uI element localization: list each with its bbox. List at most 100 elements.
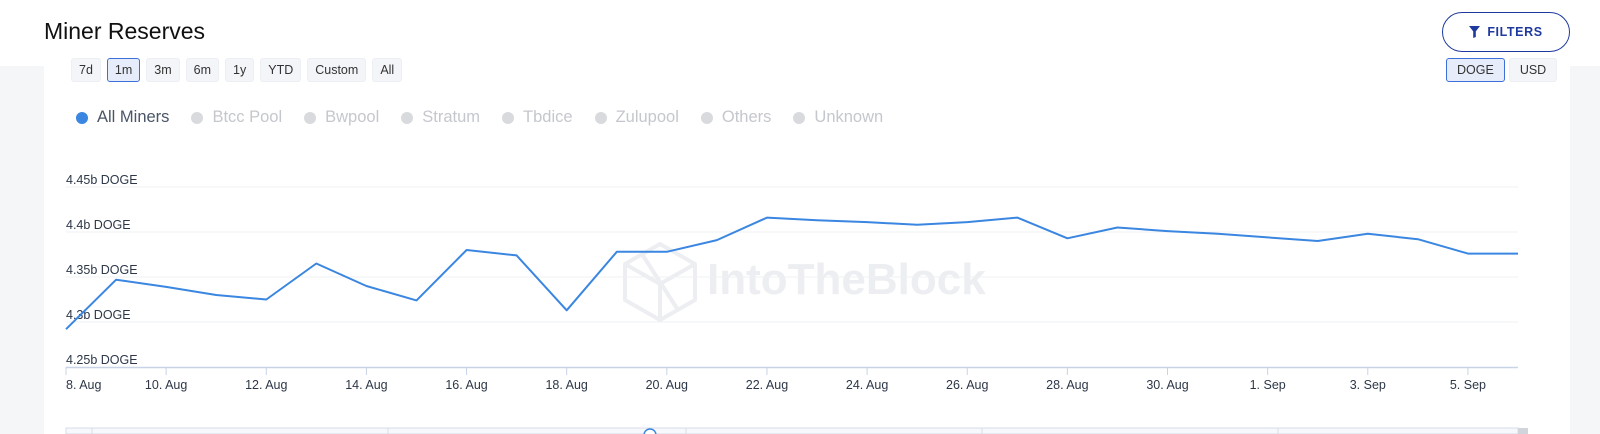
unit-selector: DOGE USD <box>1446 58 1558 82</box>
legend-dot-icon <box>793 111 806 124</box>
data-point[interactable] <box>564 308 569 313</box>
data-point[interactable] <box>1315 239 1320 244</box>
data-point[interactable] <box>314 261 319 266</box>
data-point[interactable] <box>965 220 970 225</box>
data-point[interactable] <box>464 248 469 253</box>
x-axis: 8. Aug 10. Aug 12. Aug 14. Aug 16. Aug 18. Au… <box>65 366 1518 392</box>
data-point[interactable] <box>1265 235 1270 240</box>
range-button-6m[interactable]: 6m <box>185 58 220 82</box>
time-range-selector: 7d 1m 3m 6m 1y YTD Custom All <box>71 58 403 82</box>
data-point[interactable] <box>514 253 519 258</box>
legend-item-others[interactable]: Others <box>700 108 772 127</box>
data-point[interactable] <box>1215 231 1220 236</box>
unit-button-usd[interactable]: USD <box>1508 58 1558 82</box>
chart-card <box>44 66 1570 434</box>
data-point[interactable] <box>1165 229 1170 234</box>
legend-item-bwpool[interactable]: Bwpool <box>304 108 379 127</box>
range-navigator[interactable] <box>65 427 1528 434</box>
range-button-7d[interactable]: 7d <box>71 58 101 82</box>
data-point[interactable] <box>915 222 920 227</box>
data-point[interactable] <box>1516 251 1521 256</box>
legend-label: Stratum <box>422 108 481 126</box>
page-header: Miner Reserves FILTERS <box>0 0 1600 66</box>
data-point[interactable] <box>114 277 119 282</box>
x-tick-label: 10. Aug <box>145 378 187 392</box>
x-tick-label: 5. Sep <box>1450 378 1486 392</box>
data-point[interactable] <box>865 220 870 225</box>
data-point[interactable] <box>1365 231 1370 236</box>
watermark-logo-icon <box>623 242 697 322</box>
chart-grid <box>66 186 1518 323</box>
data-point[interactable] <box>414 298 419 303</box>
range-button-custom[interactable]: Custom <box>307 58 367 82</box>
x-tick-label: 8. Aug <box>66 378 101 392</box>
navigator-handle[interactable] <box>643 428 657 434</box>
legend-dot-icon <box>304 111 317 124</box>
range-button-1y[interactable]: 1y <box>225 58 255 82</box>
legend-label: Unknown <box>814 108 884 126</box>
x-tick-label: 12. Aug <box>245 378 287 392</box>
data-point[interactable] <box>1415 237 1420 242</box>
x-tick-label: 16. Aug <box>445 378 487 392</box>
data-point[interactable] <box>714 238 719 243</box>
y-tick-label: 4.3b DOGE <box>66 308 131 322</box>
legend-item-zulupool[interactable]: Zulupool <box>594 108 679 127</box>
legend-dot-icon <box>76 111 88 124</box>
watermark-text: IntoTheBlock <box>707 255 986 304</box>
data-point[interactable] <box>1115 225 1120 230</box>
unit-button-doge[interactable]: DOGE <box>1446 58 1505 82</box>
data-point[interactable] <box>614 249 619 254</box>
x-tick-label: 18. Aug <box>545 378 587 392</box>
y-tick-label: 4.4b DOGE <box>66 218 131 232</box>
legend-item-tbdice[interactable]: Tbdice <box>502 108 573 127</box>
filters-button[interactable]: FILTERS <box>1442 12 1570 52</box>
legend-dot-icon <box>401 111 414 124</box>
x-tick-label: 14. Aug <box>345 378 387 392</box>
navigator-track[interactable] <box>65 427 1519 434</box>
range-button-all[interactable]: All <box>372 58 403 82</box>
x-tick-label: 28. Aug <box>1046 378 1088 392</box>
data-point[interactable] <box>664 249 669 254</box>
y-tick-label: 4.45b DOGE <box>66 173 138 187</box>
legend-dot-icon <box>594 111 607 124</box>
data-point[interactable] <box>815 218 820 223</box>
x-tick-label: 20. Aug <box>646 378 688 392</box>
range-button-3m[interactable]: 3m <box>146 58 180 82</box>
data-point[interactable] <box>1465 251 1470 256</box>
legend-item-btcc-pool[interactable]: Btcc Pool <box>191 108 282 127</box>
data-point[interactable] <box>214 293 219 298</box>
filter-icon <box>1469 26 1481 38</box>
chart-legend: All Miners Btcc Pool Bwpool Stratum Tbdice Zu… <box>76 108 905 127</box>
data-point[interactable] <box>64 327 69 332</box>
legend-dot-icon <box>700 111 713 124</box>
filters-label: FILTERS <box>1487 25 1543 39</box>
legend-label: Tbdice <box>523 108 573 126</box>
range-button-ytd[interactable]: YTD <box>260 58 302 82</box>
navigator-scroll-handle[interactable] <box>1518 428 1528 434</box>
data-point[interactable] <box>164 284 169 289</box>
watermark: IntoTheBlock <box>623 242 986 322</box>
y-axis: 4.45b DOGE 4.4b DOGE 4.35b DOGE 4.3b DOGE 4.… <box>66 173 138 367</box>
x-tick-label: 22. Aug <box>746 378 788 392</box>
legend-item-unknown[interactable]: Unknown <box>793 108 883 127</box>
series-line-all-miners[interactable] <box>65 216 1518 330</box>
legend-dot-icon <box>502 111 515 124</box>
chart-series <box>64 215 1521 332</box>
legend-label: Others <box>721 108 772 126</box>
data-point[interactable] <box>765 215 770 220</box>
legend-dot-icon <box>191 111 204 124</box>
data-point[interactable] <box>1015 215 1020 220</box>
page-title: Miner Reserves <box>44 18 206 44</box>
x-tick-label: 30. Aug <box>1146 378 1188 392</box>
legend-item-stratum[interactable]: Stratum <box>401 108 480 127</box>
legend-label: Zulupool <box>615 108 679 126</box>
legend-label: Bwpool <box>325 108 380 126</box>
legend-item-all-miners[interactable]: All Miners <box>76 108 169 127</box>
legend-label: All Miners <box>97 108 170 126</box>
data-point[interactable] <box>364 284 369 289</box>
range-button-1m[interactable]: 1m <box>106 58 141 82</box>
data-point[interactable] <box>264 297 269 302</box>
y-tick-label: 4.35b DOGE <box>66 263 138 277</box>
data-point[interactable] <box>1065 236 1070 241</box>
